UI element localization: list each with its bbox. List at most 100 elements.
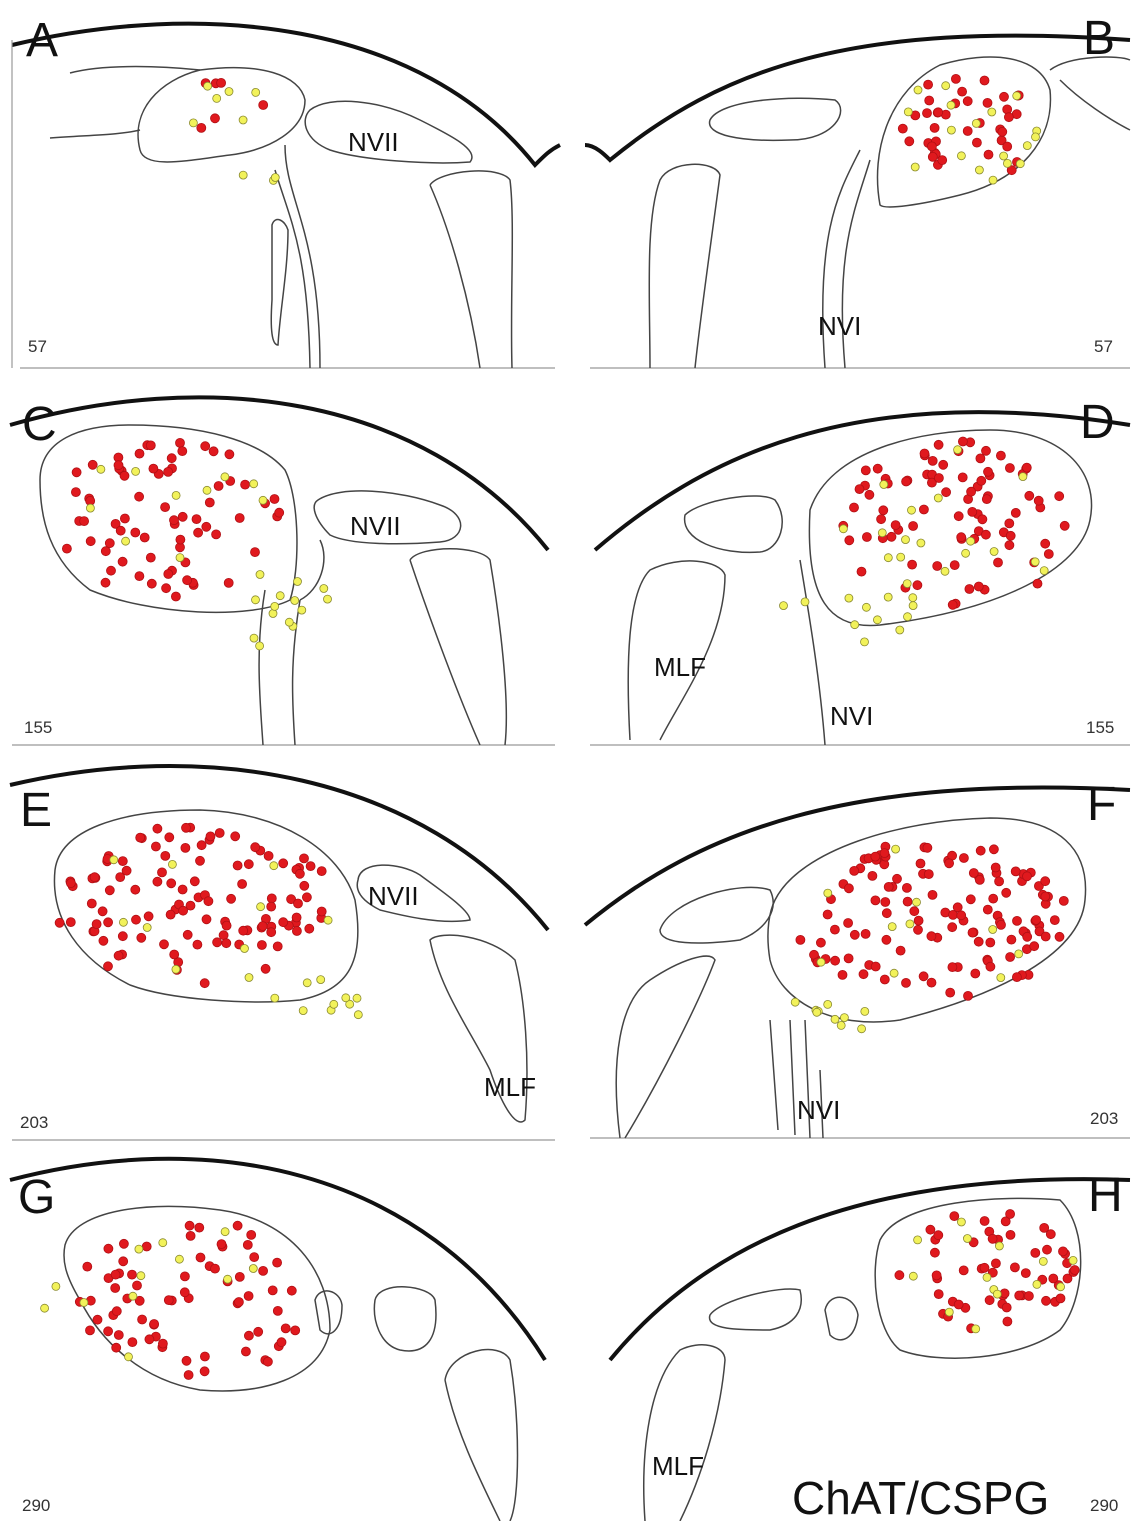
cspg-cell xyxy=(831,1015,839,1023)
cspg-cell xyxy=(189,119,197,127)
chat-cell xyxy=(946,988,955,997)
cspg-cell xyxy=(967,537,975,545)
chat-cell xyxy=(225,450,234,459)
region-label: MLF xyxy=(654,652,706,682)
chat-cell xyxy=(957,911,966,920)
chat-cell xyxy=(55,918,64,927)
region-label: NVI xyxy=(797,1095,840,1125)
cspg-cell xyxy=(221,473,229,481)
cspg-cell xyxy=(824,1000,832,1008)
chat-cell xyxy=(1034,496,1043,505)
chat-cell xyxy=(147,579,156,588)
chat-cell xyxy=(1005,519,1014,528)
chat-cell xyxy=(924,80,933,89)
chat-cell xyxy=(989,894,998,903)
cspg-cell xyxy=(271,994,279,1002)
section-number: 290 xyxy=(1090,1496,1118,1515)
cspg-cell xyxy=(884,593,892,601)
chat-cell xyxy=(983,98,992,107)
chat-cell xyxy=(923,109,932,118)
cspg-cell xyxy=(143,924,151,932)
cspg-cell xyxy=(884,554,892,562)
chat-cell xyxy=(184,1371,193,1380)
chat-cell xyxy=(116,873,125,882)
region-label: MLF xyxy=(484,1072,536,1102)
chat-cell xyxy=(279,859,288,868)
chat-cell xyxy=(926,1225,935,1234)
chat-cell xyxy=(991,863,1000,872)
chat-cell xyxy=(902,883,911,892)
chat-cell xyxy=(192,515,201,524)
chat-cell xyxy=(104,1327,113,1336)
chat-cell xyxy=(145,1335,154,1344)
chat-cell xyxy=(1006,1210,1015,1219)
cspg-cell xyxy=(840,1014,848,1022)
chat-cell xyxy=(933,562,942,571)
chat-cell xyxy=(998,127,1007,136)
chat-cell xyxy=(190,877,199,886)
cspg-cell xyxy=(80,1299,88,1307)
chat-cell xyxy=(945,859,954,868)
chat-cell xyxy=(244,1292,253,1301)
cspg-cell xyxy=(245,974,253,982)
chat-cell xyxy=(1043,1245,1052,1254)
cspg-cell xyxy=(824,889,832,897)
chat-cell xyxy=(934,440,943,449)
chat-cell xyxy=(1005,464,1014,473)
chat-cell xyxy=(1011,508,1020,517)
chat-cell xyxy=(963,127,972,136)
chat-cell xyxy=(879,506,888,515)
chat-cell xyxy=(882,935,891,944)
cspg-cell xyxy=(320,585,328,593)
chat-cell xyxy=(823,910,832,919)
cspg-cell xyxy=(97,465,105,473)
panel-letter: D xyxy=(1080,396,1115,449)
chat-cell xyxy=(119,1257,128,1266)
chat-cell xyxy=(104,962,113,971)
cspg-cell xyxy=(972,119,980,127)
cspg-cell xyxy=(294,578,302,586)
chat-cell xyxy=(233,861,242,870)
chat-cell xyxy=(164,1296,173,1305)
panel-letter: C xyxy=(22,398,57,451)
chat-cell xyxy=(893,874,902,883)
chat-cell xyxy=(1030,942,1039,951)
cspg-cell xyxy=(1023,142,1031,150)
chat-cell xyxy=(150,1320,159,1329)
chat-cell xyxy=(881,898,890,907)
chat-cell xyxy=(200,1352,209,1361)
chat-cell xyxy=(233,1221,242,1230)
chat-cell xyxy=(264,851,273,860)
chat-cell xyxy=(958,87,967,96)
chat-cell xyxy=(206,832,215,841)
chat-cell xyxy=(1055,932,1064,941)
cspg-cell xyxy=(878,529,886,537)
chat-cell xyxy=(132,915,141,924)
chat-cell xyxy=(980,1263,989,1272)
region-label: NVI xyxy=(830,701,873,731)
chat-cell xyxy=(62,544,71,553)
chat-cell xyxy=(180,1288,189,1297)
panel-letter: B xyxy=(1083,12,1115,65)
chat-cell xyxy=(925,96,934,105)
chat-cell xyxy=(196,1253,205,1262)
chat-cell xyxy=(181,843,190,852)
cspg-cell xyxy=(911,163,919,171)
cspg-cell xyxy=(934,494,942,502)
chat-cell xyxy=(317,907,326,916)
chat-cell xyxy=(215,829,224,838)
chat-cell xyxy=(871,852,880,861)
chat-cell xyxy=(844,954,853,963)
chat-cell xyxy=(942,488,951,497)
chat-cell xyxy=(135,449,144,458)
chat-cell xyxy=(994,558,1003,567)
cspg-cell xyxy=(129,1292,137,1300)
chat-cell xyxy=(185,1221,194,1230)
cspg-cell xyxy=(903,580,911,588)
chat-cell xyxy=(934,108,943,117)
chat-cell xyxy=(896,946,905,955)
cspg-cell xyxy=(317,976,325,984)
cspg-cell xyxy=(1039,1257,1047,1265)
chat-cell xyxy=(140,533,149,542)
cspg-cell xyxy=(892,845,900,853)
